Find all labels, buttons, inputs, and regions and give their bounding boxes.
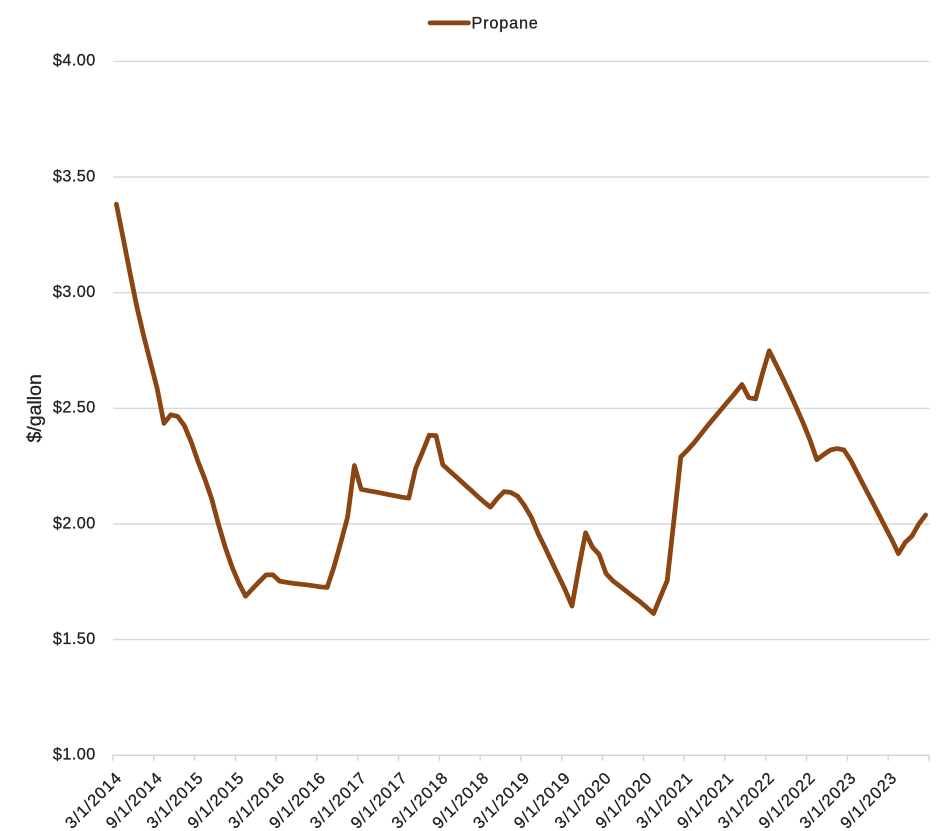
svg-text:$1.00: $1.00 <box>53 746 96 764</box>
svg-text:$4.00: $4.00 <box>53 52 96 70</box>
svg-text:Propane: Propane <box>472 15 539 33</box>
svg-text:$/gallon: $/gallon <box>24 374 46 442</box>
svg-text:$3.50: $3.50 <box>53 167 96 185</box>
svg-text:$2.50: $2.50 <box>53 399 96 417</box>
svg-text:$2.00: $2.00 <box>53 514 96 532</box>
svg-text:$3.00: $3.00 <box>53 283 96 301</box>
svg-text:$1.50: $1.50 <box>53 630 96 648</box>
